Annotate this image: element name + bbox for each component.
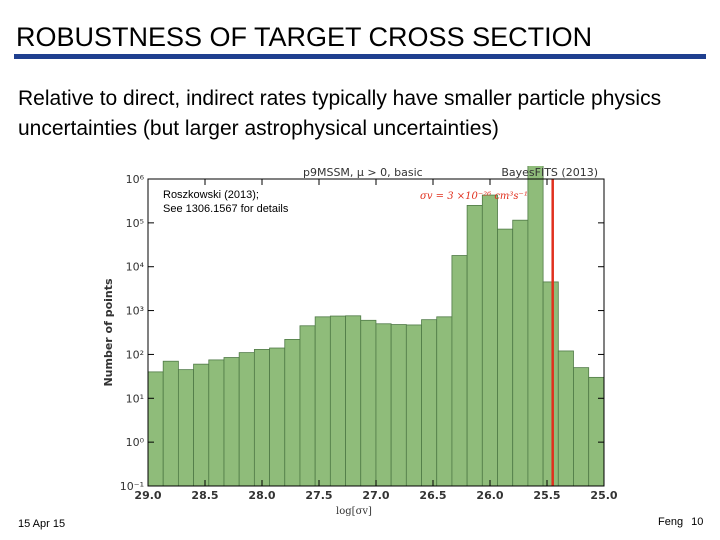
y-tick-label: 10³ (126, 305, 144, 318)
slide-subtitle: Relative to direct, indirect rates typic… (18, 87, 662, 140)
histogram-bar (557, 350, 574, 487)
histogram-bar (284, 339, 301, 487)
histogram-bar (208, 359, 225, 487)
y-tick-label: 10⁰ (126, 436, 145, 449)
x-tick-label: 27.0 (362, 489, 389, 502)
histogram-bar (573, 367, 590, 487)
histogram-bar (238, 352, 255, 487)
y-axis-label: Number of points (102, 278, 115, 387)
histogram-bar (269, 347, 286, 487)
page-number: 10 (691, 516, 704, 528)
histogram-bar (390, 324, 407, 487)
histogram-bar (223, 357, 240, 487)
histogram-bar (193, 363, 210, 487)
histogram-bar (299, 325, 316, 487)
histogram-bar (512, 219, 529, 487)
histogram-bar (421, 319, 438, 487)
x-tick-label: 26.0 (476, 489, 503, 502)
x-axis-label: log[σv] (336, 506, 372, 517)
histogram-bar (542, 281, 559, 487)
histogram-bar (497, 228, 514, 487)
histogram-bar (253, 349, 270, 487)
chart-annotation-line: Roszkowski (2013); (163, 189, 259, 201)
histogram-bar (375, 323, 392, 487)
y-tick-label: 10⁵ (126, 217, 144, 230)
y-tick-label: 10¹ (126, 392, 144, 405)
histogram-bar (314, 316, 331, 487)
x-tick-label: 28.5 (191, 489, 218, 502)
y-tick-label: 10⁴ (126, 261, 145, 274)
x-tick-label: 25.5 (533, 489, 560, 502)
footer-author: Feng 10 (658, 516, 703, 528)
x-tick-label: 29.0 (134, 489, 161, 502)
chart-title: p9MSSM, μ > 0, basic (303, 166, 423, 179)
histogram-bar (329, 315, 346, 487)
histogram-bar (177, 369, 194, 487)
y-tick-label: 10⁶ (126, 173, 145, 186)
histogram-bar (466, 205, 483, 487)
author-name: Feng (658, 516, 684, 528)
chart-annotation-line: See 1306.1567 for details (163, 203, 289, 215)
reference-label: σv = 3 ×10⁻²⁶ cm³s⁻¹ (420, 191, 528, 202)
x-tick-label: 25.0 (590, 489, 617, 502)
histogram-bar (451, 255, 468, 487)
histogram-bar (588, 376, 605, 487)
x-tick-label: 27.5 (305, 489, 332, 502)
histogram-bar (360, 319, 377, 487)
histogram-bar (345, 315, 362, 487)
y-tick-label: 10⁻¹ (120, 480, 144, 493)
histogram-bar (405, 324, 422, 487)
title-rule (14, 54, 706, 59)
histogram-bar (162, 360, 179, 487)
chart-title-right: BayesFITS (2013) (501, 166, 598, 179)
x-tick-label: 28.0 (248, 489, 275, 502)
histogram-bar (147, 371, 164, 487)
footer-date: 15 Apr 15 (18, 518, 66, 530)
slide-title: ROBUSTNESS OF TARGET CROSS SECTION (16, 22, 593, 52)
histogram-chart: 10⁻¹ 10⁰ 10¹ 10² 10³ 10⁴ 10⁵ 10⁶ 29.0 28.5 28.0 27.… (102, 166, 618, 517)
histogram-bar (527, 166, 544, 487)
histogram-bar (481, 194, 498, 487)
x-tick-label: 26.5 (419, 489, 446, 502)
histogram-bar (436, 316, 453, 487)
y-tick-label: 10² (126, 348, 144, 361)
